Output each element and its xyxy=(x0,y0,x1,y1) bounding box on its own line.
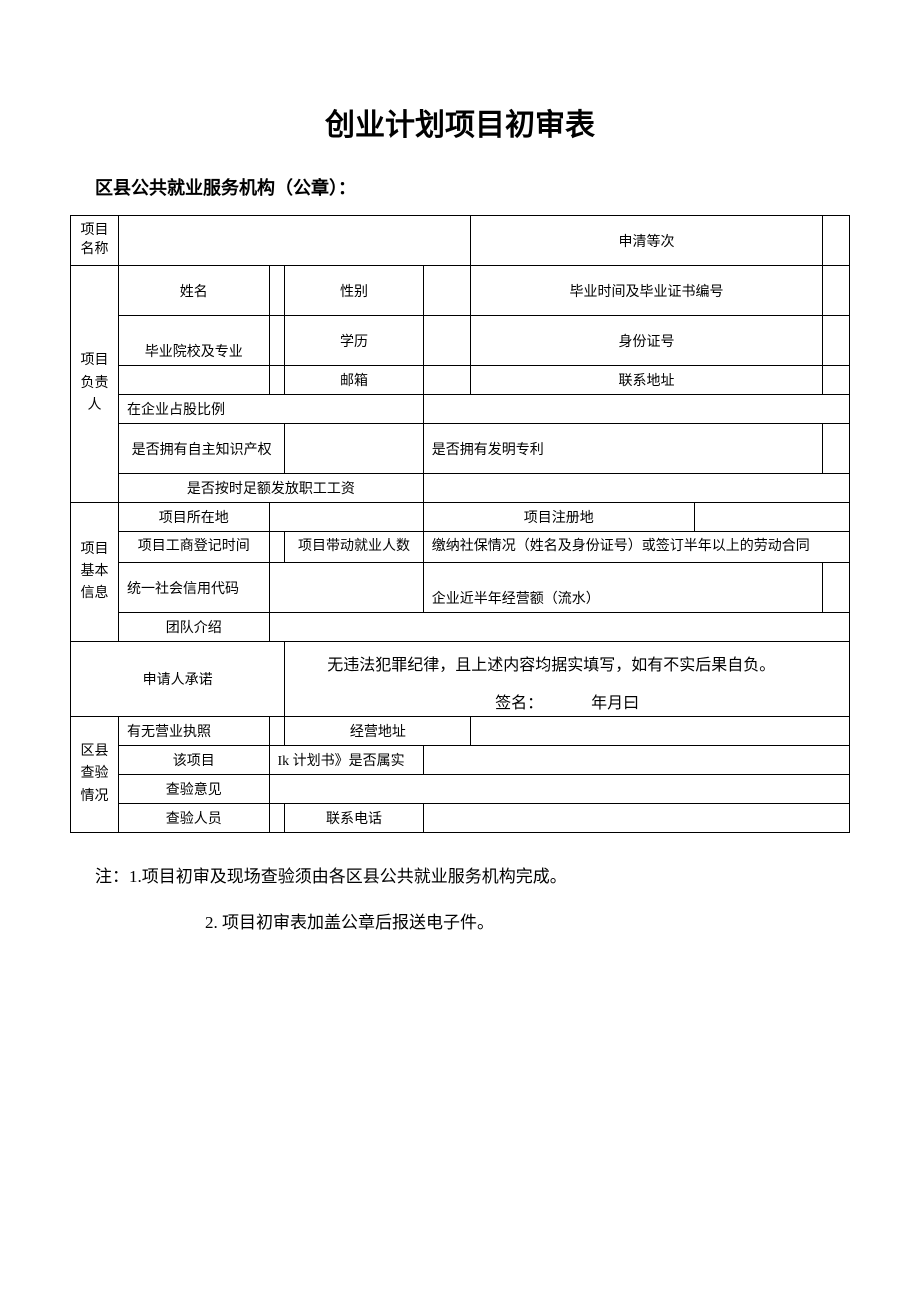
field-biz-reg-time[interactable] xyxy=(269,532,285,563)
field-has-license[interactable] xyxy=(269,717,285,746)
label-grad-time-cert: 毕业时间及毕业证书编号 xyxy=(471,266,822,316)
field-checker[interactable] xyxy=(269,804,285,833)
field-project-name[interactable] xyxy=(119,216,471,266)
label-has-ip: 是否拥有自主知识产权 xyxy=(119,424,285,474)
field-credit-code[interactable] xyxy=(269,563,423,613)
field-share-ratio[interactable] xyxy=(423,395,849,424)
field-revenue[interactable] xyxy=(822,563,849,613)
field-id-number[interactable] xyxy=(822,316,849,366)
field-salary-on-time[interactable] xyxy=(423,474,849,503)
label-social-security: 缴纳社保情况（姓名及身份证号）或签订半年以上的劳动合同 xyxy=(423,532,849,563)
field-education[interactable] xyxy=(423,316,471,366)
field-address[interactable] xyxy=(822,366,849,395)
review-form-table: 项目名称 申清等次 项目负责人 姓名 性别 毕业时间及毕业证书编号 毕业院校及专… xyxy=(70,215,850,833)
label-revenue: 企业近半年经营额（流水） xyxy=(423,563,822,613)
field-blank-a[interactable] xyxy=(119,366,270,395)
label-plan-real: Ik 计划书》是否属实 xyxy=(269,746,423,775)
commit-text: 无违法犯罪纪律，且上述内容均据实填写，如有不实后果自负。 xyxy=(285,642,850,686)
label-check-opinion: 查验意见 xyxy=(119,775,270,804)
label-project-name: 项目名称 xyxy=(71,216,119,266)
field-has-patent[interactable] xyxy=(822,424,849,474)
label-email: 邮箱 xyxy=(285,366,423,395)
field-has-ip[interactable] xyxy=(285,424,423,474)
field-biz-address[interactable] xyxy=(471,717,850,746)
notes-section: 注：1.项目初审及现场查验须由各区县公共就业服务机构完成。 2. 项目初审表加盖… xyxy=(95,858,850,941)
label-checker: 查验人员 xyxy=(119,804,270,833)
note-2: 2. 项目初审表加盖公章后报送电子件。 xyxy=(95,904,850,941)
label-education: 学历 xyxy=(285,316,423,366)
field-gender[interactable] xyxy=(423,266,471,316)
label-share-ratio: 在企业占股比例 xyxy=(119,395,424,424)
label-salary-on-time: 是否按时足额发放职工工资 xyxy=(119,474,424,503)
label-credit-code: 统一社会信用代码 xyxy=(119,563,270,613)
label-school-major: 毕业院校及专业 xyxy=(119,316,270,366)
field-blank-b[interactable] xyxy=(269,366,285,395)
label-this-project: 该项目 xyxy=(119,746,270,775)
label-biz-reg-time: 项目工商登记时间 xyxy=(119,532,270,563)
label-sign: 签名： xyxy=(495,695,543,712)
label-address: 联系地址 xyxy=(471,366,822,395)
field-project-location[interactable] xyxy=(269,503,423,532)
label-date: 年月曰 xyxy=(591,695,639,712)
label-apply-level: 申清等次 xyxy=(471,216,822,266)
field-project-reg-place[interactable] xyxy=(694,503,849,532)
label-applicant-commit: 申请人承诺 xyxy=(71,642,285,717)
label-county-check: 区县查验情况 xyxy=(71,717,119,833)
org-seal-label: 区县公共就业服务机构（公章）： xyxy=(95,174,850,200)
label-has-license: 有无营业执照 xyxy=(119,717,270,746)
page-title: 创业计划项目初审表 xyxy=(70,100,850,144)
label-employ-count: 项目带动就业人数 xyxy=(285,532,423,563)
label-name: 姓名 xyxy=(119,266,270,316)
label-biz-address: 经营地址 xyxy=(285,717,471,746)
field-email[interactable] xyxy=(423,366,471,395)
note-1: 注：1.项目初审及现场查验须由各区县公共就业服务机构完成。 xyxy=(95,858,850,895)
label-id-number: 身份证号 xyxy=(471,316,822,366)
sign-line: 签名： 年月曰 xyxy=(285,686,850,717)
label-basic-info: 项目基本信息 xyxy=(71,503,119,642)
field-grad-time-cert[interactable] xyxy=(822,266,849,316)
label-leader: 项目负责人 xyxy=(71,266,119,503)
label-team-intro: 团队介绍 xyxy=(119,613,270,642)
field-name[interactable] xyxy=(269,266,285,316)
label-has-patent: 是否拥有发明专利 xyxy=(423,424,822,474)
field-plan-real[interactable] xyxy=(423,746,849,775)
label-gender: 性别 xyxy=(285,266,423,316)
label-phone: 联系电话 xyxy=(285,804,423,833)
label-project-location: 项目所在地 xyxy=(119,503,270,532)
field-check-opinion[interactable] xyxy=(269,775,849,804)
field-phone[interactable] xyxy=(423,804,849,833)
label-project-reg-place: 项目注册地 xyxy=(423,503,694,532)
field-apply-level[interactable] xyxy=(822,216,849,266)
field-school-major[interactable] xyxy=(269,316,285,366)
field-team-intro[interactable] xyxy=(269,613,849,642)
